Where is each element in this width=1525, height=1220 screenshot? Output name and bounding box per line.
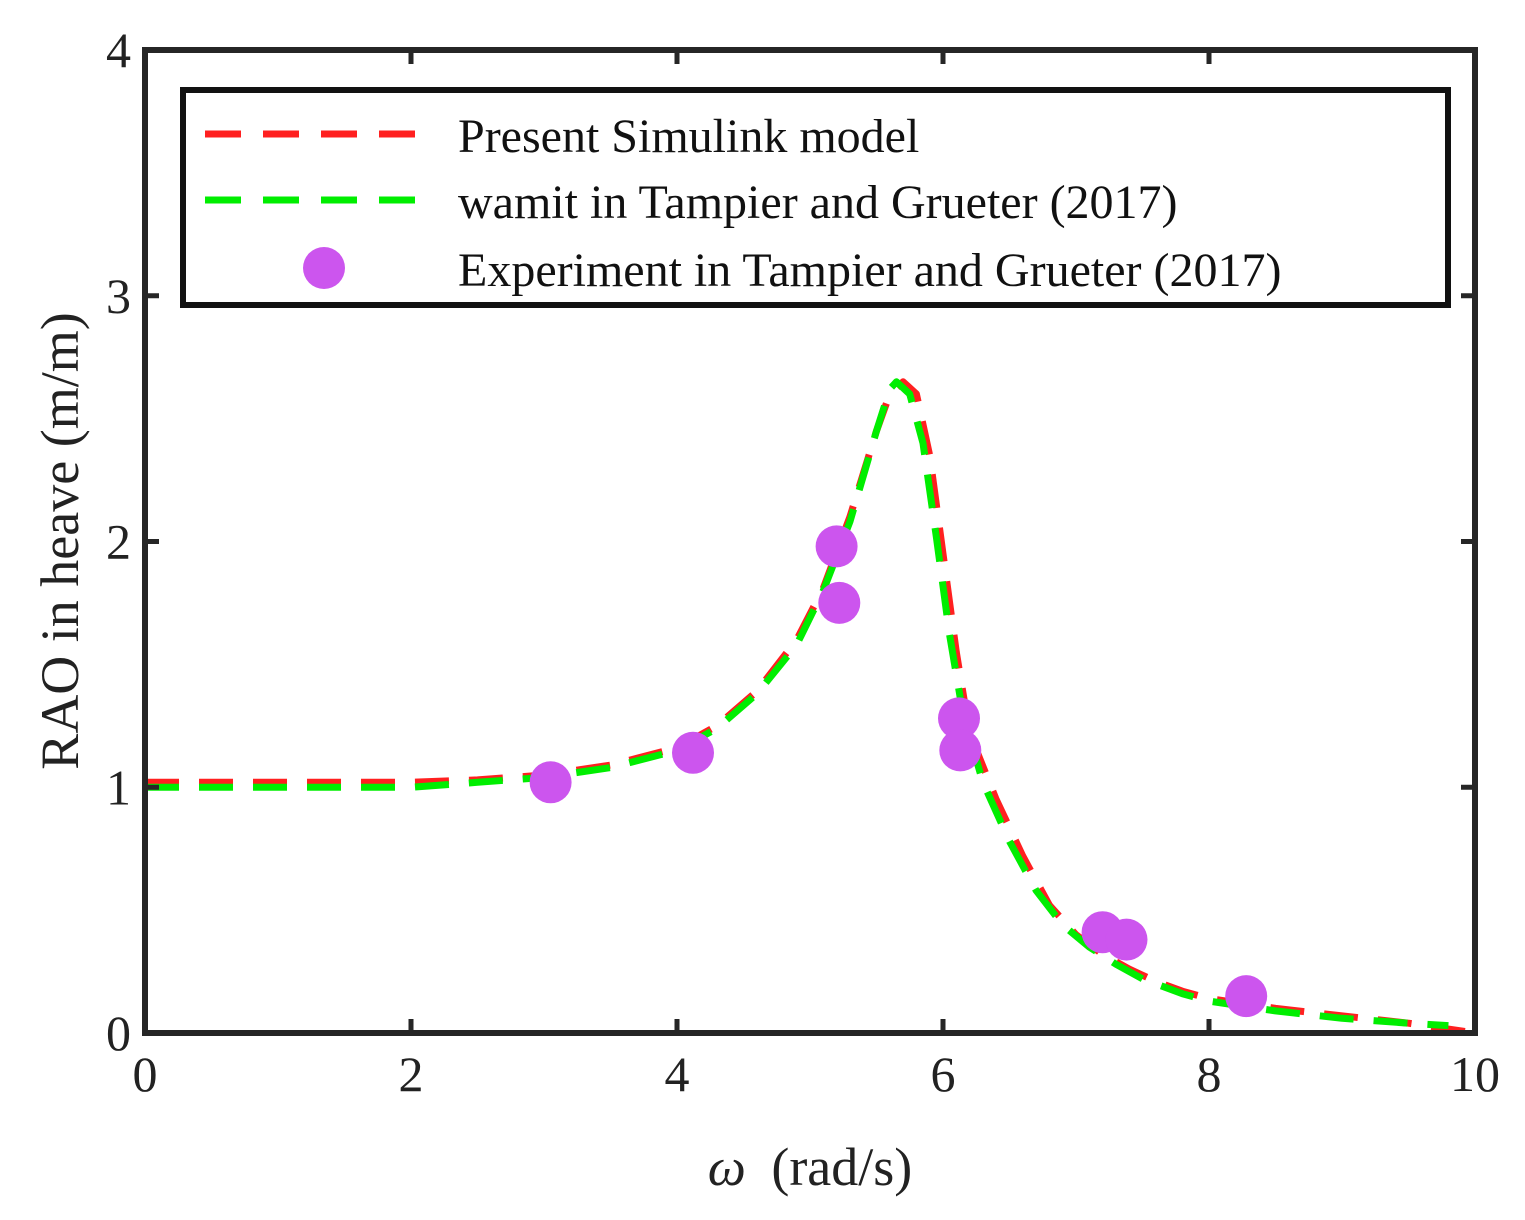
x-axis-label-symbol: ω: [708, 1137, 746, 1197]
legend: Present Simulink model wamit in Tampier …: [180, 87, 1451, 308]
legend-label-experiment: Experiment in Tampier and Grueter (2017): [458, 244, 1281, 297]
x-tick-label-4: 8: [1197, 1046, 1222, 1102]
legend-label-simulink: Present Simulink model: [458, 110, 919, 163]
legend-label-wamit: wamit in Tampier and Grueter (2017): [458, 176, 1178, 229]
x-tick-label-5: 10: [1450, 1046, 1500, 1102]
tick-layer: 0 2 4 6 8 10 0 1 2 3 4: [106, 22, 1500, 1102]
experiment-point-8: [1225, 975, 1268, 1018]
experiment-point-4: [938, 697, 980, 740]
x-axis-label: ω (rad/s): [708, 1137, 913, 1197]
series-line-1: [145, 378, 1449, 1030]
experiment-point-5: [939, 729, 982, 772]
y-axis-label: RAO in heave (m/m): [30, 312, 90, 769]
x-axis-label-unit: (rad/s): [771, 1137, 912, 1197]
y-tick-label-2: 2: [106, 514, 131, 570]
experiment-point-7: [1105, 918, 1148, 961]
y-tick-label-3: 3: [106, 268, 131, 324]
y-tick-label-0: 0: [106, 1005, 131, 1061]
experiment-point-2: [815, 525, 858, 568]
y-tick-label-4: 4: [106, 22, 131, 78]
x-tick-label-2: 4: [665, 1046, 690, 1102]
x-tick-label-3: 6: [931, 1046, 956, 1102]
x-tick-label-1: 2: [399, 1046, 424, 1102]
experiment-point-1: [672, 731, 714, 774]
plot-series-layer: [145, 378, 1476, 1037]
legend-marker-experiment: [303, 247, 345, 289]
y-tick-label-1: 1: [106, 759, 131, 815]
x-tick-label-0: 0: [133, 1046, 158, 1102]
experiment-point-0: [529, 761, 572, 804]
experiment-point-3: [818, 581, 861, 624]
